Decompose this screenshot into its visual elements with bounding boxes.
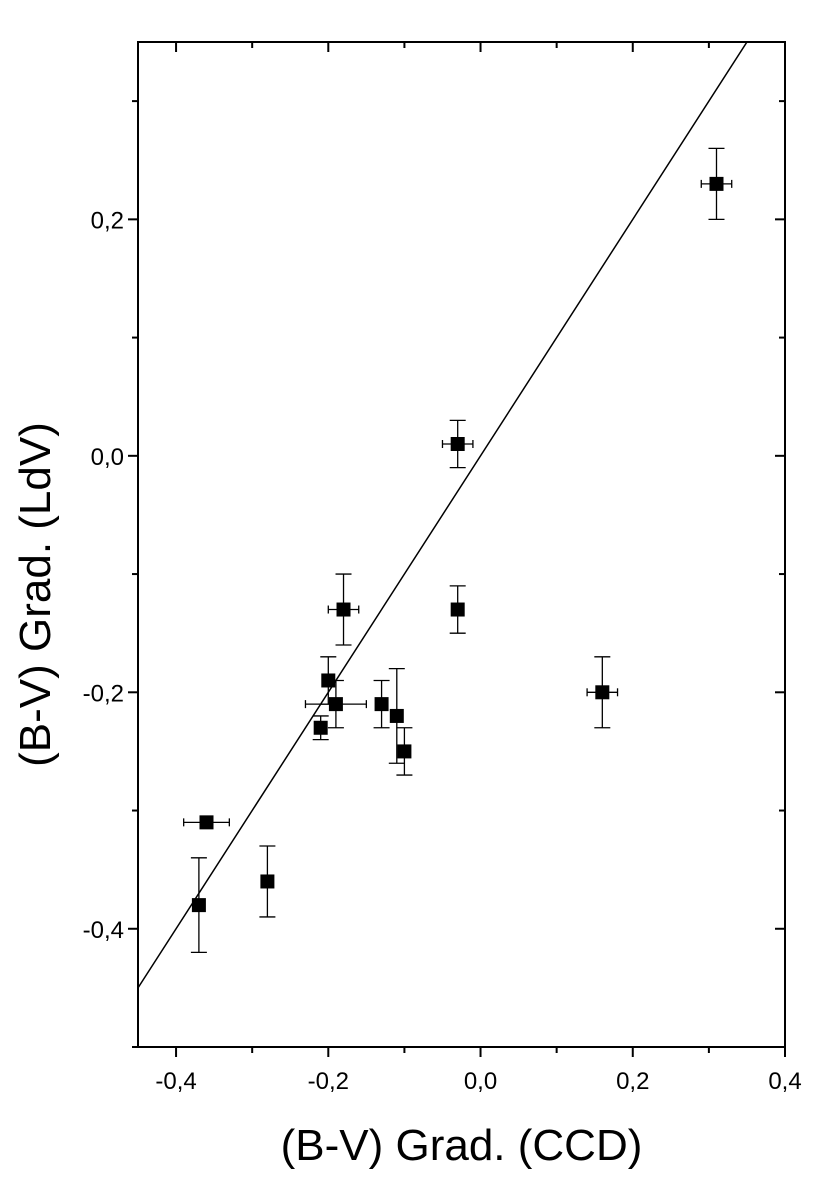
square-marker — [336, 602, 351, 617]
square-marker — [260, 874, 275, 889]
x-tick-label: 0,4 — [768, 1068, 801, 1095]
square-marker — [374, 697, 389, 712]
square-marker — [191, 898, 206, 913]
square-marker — [328, 697, 343, 712]
square-marker — [450, 437, 465, 451]
data-point — [312, 715, 329, 741]
plot-area — [138, 42, 748, 989]
data-point — [700, 147, 733, 221]
data-point — [183, 815, 230, 830]
data-point — [396, 727, 413, 776]
data-point — [190, 857, 207, 954]
square-marker — [199, 815, 214, 830]
square-marker — [389, 708, 404, 723]
square-marker — [709, 176, 724, 191]
data-point — [388, 667, 405, 764]
square-marker — [450, 602, 465, 617]
axis-ticks — [128, 42, 786, 1057]
y-tick-label: -0,4 — [83, 917, 124, 944]
x-tick-label: 0,2 — [616, 1068, 649, 1095]
data-point — [373, 679, 390, 729]
square-marker — [397, 744, 412, 759]
x-tick-label: 0,0 — [464, 1068, 497, 1095]
x-tick-label: -0,2 — [308, 1068, 349, 1095]
reference-line — [138, 42, 748, 989]
y-tick-label: 0,0 — [91, 444, 124, 471]
plot-frame — [137, 41, 786, 1048]
square-marker — [595, 685, 610, 700]
x-tick-label: -0,4 — [155, 1068, 196, 1095]
data-point — [259, 845, 276, 918]
tick-labels: -0,4 -0,2 0,0 0,2 0,4 -0,4 -0,2 0,0 0,2 — [83, 207, 802, 1095]
data-point — [327, 573, 360, 646]
x-axis-title: (B-V) Grad. (CCD) — [281, 1121, 643, 1170]
y-tick-label: 0,2 — [91, 207, 124, 234]
data-point — [586, 656, 619, 729]
data-point — [304, 679, 368, 729]
y-axis-title: (B-V) Grad. (LdV) — [11, 422, 60, 767]
square-marker — [313, 720, 328, 735]
data-point — [441, 419, 474, 469]
y-tick-label: -0,2 — [83, 680, 124, 707]
data-point — [449, 585, 466, 634]
